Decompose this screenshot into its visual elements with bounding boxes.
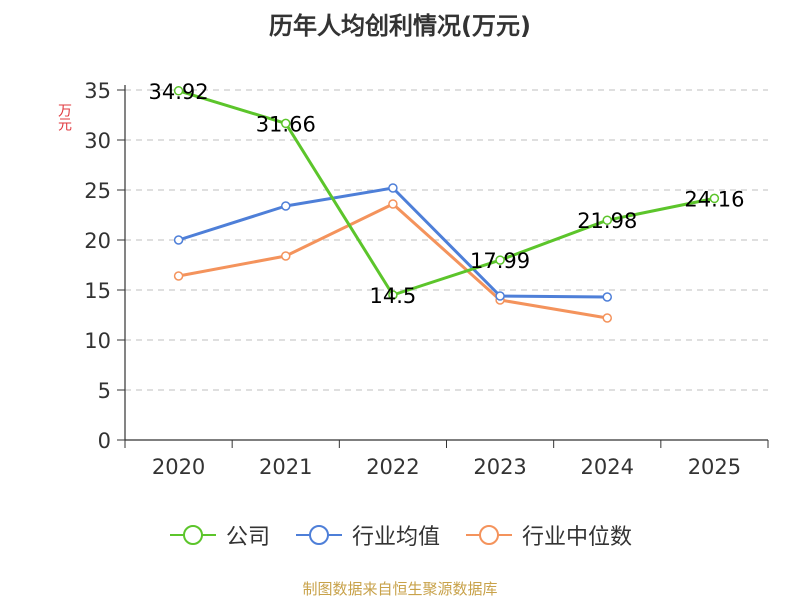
- series-line-0: [178, 89, 715, 297]
- y-tick-label-0: 0: [98, 429, 111, 453]
- data-point-0-2022: [388, 290, 398, 300]
- data-point-2-2024: [602, 313, 612, 323]
- x-tick-label-2022: 2022: [366, 455, 419, 479]
- x-tick-label-2023: 2023: [473, 455, 526, 479]
- data-point-1-2021: [281, 201, 291, 211]
- x-tick-label-2020: 2020: [152, 455, 205, 479]
- y-tick-label-25: 25: [84, 179, 111, 203]
- x-tick-label-2024: 2024: [581, 455, 634, 479]
- data-label-2024: 21.98: [577, 209, 637, 233]
- y-tick-label-5: 5: [98, 379, 111, 403]
- legend-item-company[interactable]: 公司: [168, 519, 270, 551]
- data-point-1-2023: [495, 291, 505, 301]
- data-point-0-2024: [602, 215, 612, 225]
- chart-title: 历年人均创利情况(万元): [269, 12, 531, 40]
- data-point-0-2025: [709, 193, 720, 204]
- y-tick-label-20: 20: [84, 229, 111, 253]
- data-point-0-2023: [495, 255, 505, 265]
- data-point-1-2024: [602, 292, 612, 302]
- data-point-2-2020: [173, 271, 184, 281]
- data-label-2023: 17.99: [470, 249, 530, 273]
- x-tick-label-2021: 2021: [259, 455, 312, 479]
- x-tick-label-2025: 2025: [688, 455, 741, 479]
- y-tick-label-35: 35: [84, 79, 111, 103]
- legend-item-industry-mean[interactable]: 行业均值: [294, 519, 440, 551]
- data-point-0-2021: [281, 118, 291, 129]
- y-tick-label-15: 15: [84, 279, 111, 303]
- data-point-2-2022: [388, 199, 398, 209]
- y-tick-label-10: 10: [84, 329, 111, 353]
- legend-item-industry-median[interactable]: 行业中位数: [464, 519, 632, 551]
- legend-label-industry-median: 行业中位数: [522, 525, 633, 550]
- data-label-2021: 31.66: [256, 112, 316, 136]
- legend-swatch-industry-mean: [295, 525, 342, 545]
- legend-swatch-industry-median: [466, 525, 512, 545]
- data-source-note: 制图数据来自恒生聚源数据库: [302, 580, 498, 598]
- y-axis-label: 万元: [56, 103, 72, 131]
- legend: 公司 行业均值 行业中位数: [0, 519, 800, 551]
- y-tick-label-30: 30: [84, 129, 111, 153]
- legend-label-company: 公司: [225, 525, 270, 550]
- legend-label-industry-mean: 行业均值: [351, 525, 440, 550]
- data-label-2022: 14.5: [370, 284, 417, 308]
- data-label-2025: 24.16: [684, 187, 744, 211]
- data-label-2020: 34.92: [149, 80, 209, 104]
- data-point-2-2021: [281, 251, 291, 261]
- legend-swatch-company: [169, 525, 216, 545]
- data-point-1-2020: [173, 235, 184, 245]
- data-point-0-2020: [173, 86, 184, 96]
- data-point-1-2022: [388, 183, 398, 193]
